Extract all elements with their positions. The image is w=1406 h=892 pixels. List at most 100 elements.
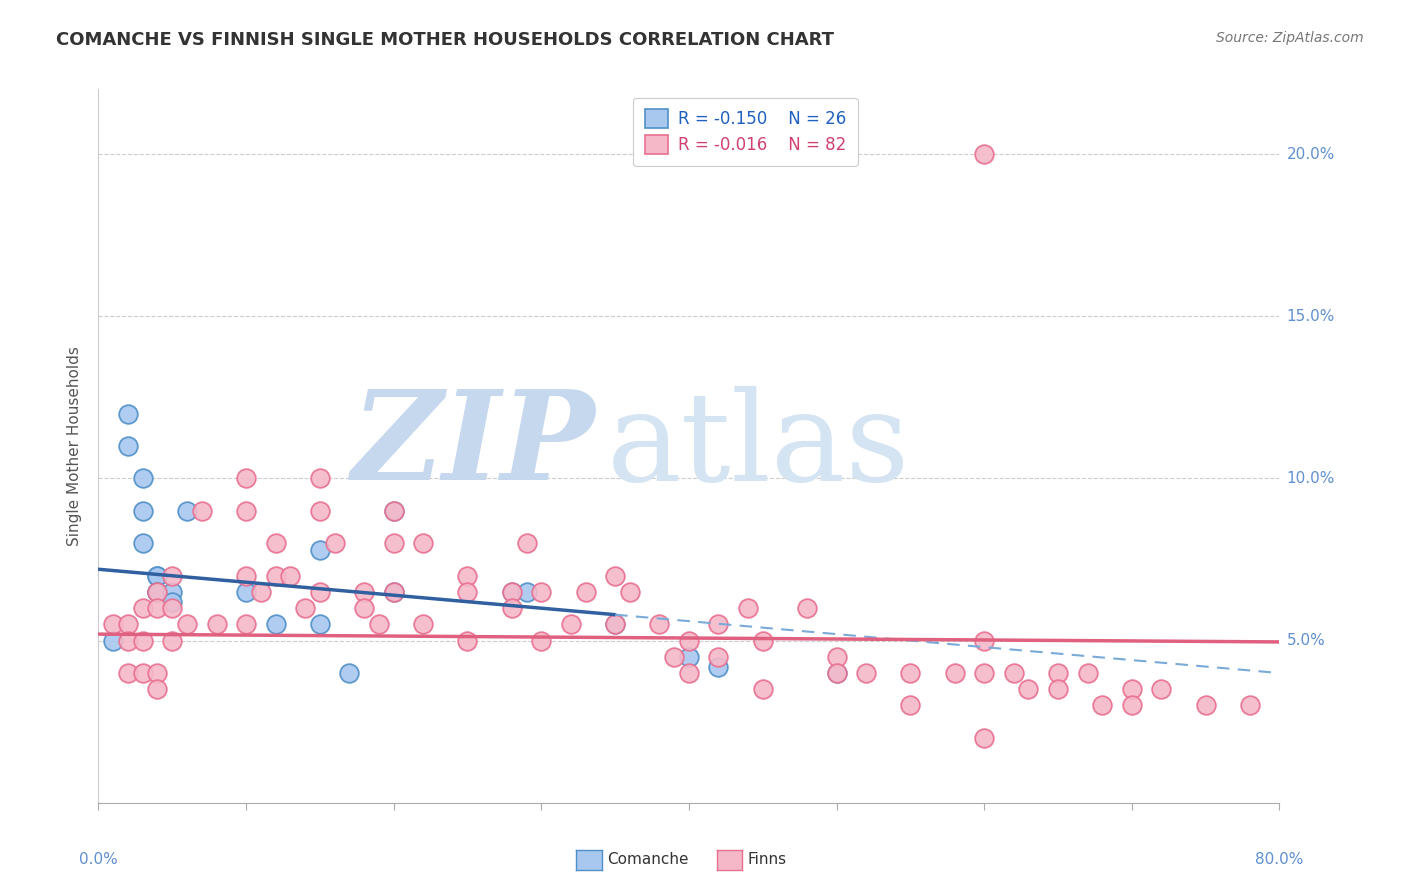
Point: [162, 601, 183, 615]
Point: [309, 585, 332, 599]
Point: [560, 617, 582, 632]
Text: 15.0%: 15.0%: [1286, 309, 1334, 324]
Point: [309, 542, 332, 557]
Text: 20.0%: 20.0%: [1286, 146, 1334, 161]
Point: [162, 595, 183, 609]
Point: [146, 568, 169, 582]
Point: [530, 633, 553, 648]
Point: [796, 601, 818, 615]
Point: [146, 585, 169, 599]
Point: [1121, 682, 1143, 697]
Point: [323, 536, 346, 550]
Point: [456, 633, 478, 648]
Point: [382, 504, 405, 518]
Point: [309, 617, 332, 632]
Point: [132, 601, 155, 615]
Point: [162, 585, 183, 599]
Point: [678, 633, 700, 648]
Point: [707, 649, 730, 664]
Point: [825, 666, 848, 681]
Point: [382, 536, 405, 550]
Point: [412, 617, 434, 632]
Text: COMANCHE VS FINNISH SINGLE MOTHER HOUSEHOLDS CORRELATION CHART: COMANCHE VS FINNISH SINGLE MOTHER HOUSEH…: [56, 31, 834, 49]
Point: [973, 666, 995, 681]
Point: [103, 633, 125, 648]
Point: [294, 601, 316, 615]
Point: [1046, 666, 1069, 681]
Point: [664, 649, 686, 664]
Point: [751, 633, 773, 648]
Point: [648, 617, 671, 632]
Point: [382, 585, 405, 599]
Point: [574, 585, 596, 599]
Point: [1002, 666, 1025, 681]
Point: [1239, 698, 1261, 713]
Point: [515, 585, 537, 599]
Point: [117, 407, 139, 421]
Point: [900, 698, 922, 713]
Point: [1077, 666, 1099, 681]
Point: [678, 649, 700, 664]
Point: [678, 666, 700, 681]
Point: [146, 568, 169, 582]
Point: [1017, 682, 1039, 697]
Point: [515, 536, 537, 550]
Point: [353, 601, 375, 615]
Text: ZIP: ZIP: [350, 385, 595, 507]
Point: [132, 536, 155, 550]
Point: [456, 568, 478, 582]
Y-axis label: Single Mother Households: Single Mother Households: [67, 346, 83, 546]
Point: [605, 617, 627, 632]
Point: [191, 504, 214, 518]
Point: [973, 147, 995, 161]
Point: [1091, 698, 1114, 713]
Point: [117, 439, 139, 453]
Point: [146, 601, 169, 615]
Point: [337, 666, 360, 681]
Point: [264, 617, 287, 632]
Legend: R = -0.150    N = 26, R = -0.016    N = 82: R = -0.150 N = 26, R = -0.016 N = 82: [633, 97, 858, 166]
Point: [382, 585, 405, 599]
Point: [751, 682, 773, 697]
Point: [1195, 698, 1218, 713]
Point: [162, 633, 183, 648]
Point: [382, 504, 405, 518]
Point: [605, 617, 627, 632]
Point: [1046, 682, 1069, 697]
Point: [264, 536, 287, 550]
Point: [146, 682, 169, 697]
Point: [132, 633, 155, 648]
Point: [707, 617, 730, 632]
Point: [132, 471, 155, 485]
Point: [309, 471, 332, 485]
Point: [250, 585, 273, 599]
Point: [501, 601, 523, 615]
Point: [162, 568, 183, 582]
Point: [278, 568, 302, 582]
Point: [412, 536, 434, 550]
Point: [737, 601, 759, 615]
Point: [235, 617, 257, 632]
Point: [353, 585, 375, 599]
Point: [146, 666, 169, 681]
Point: [973, 633, 995, 648]
Point: [1150, 682, 1173, 697]
Text: 0.0%: 0.0%: [79, 852, 118, 867]
Point: [943, 666, 966, 681]
Point: [530, 585, 553, 599]
Point: [605, 568, 627, 582]
Text: Source: ZipAtlas.com: Source: ZipAtlas.com: [1216, 31, 1364, 45]
Point: [146, 585, 169, 599]
Text: 10.0%: 10.0%: [1286, 471, 1334, 486]
Point: [205, 617, 228, 632]
Point: [825, 666, 848, 681]
Text: atlas: atlas: [606, 385, 910, 507]
Point: [146, 585, 169, 599]
Point: [1121, 698, 1143, 713]
Point: [900, 666, 922, 681]
Point: [707, 659, 730, 673]
Point: [117, 633, 139, 648]
Point: [235, 568, 257, 582]
Text: Comanche: Comanche: [607, 853, 689, 867]
Point: [619, 585, 641, 599]
